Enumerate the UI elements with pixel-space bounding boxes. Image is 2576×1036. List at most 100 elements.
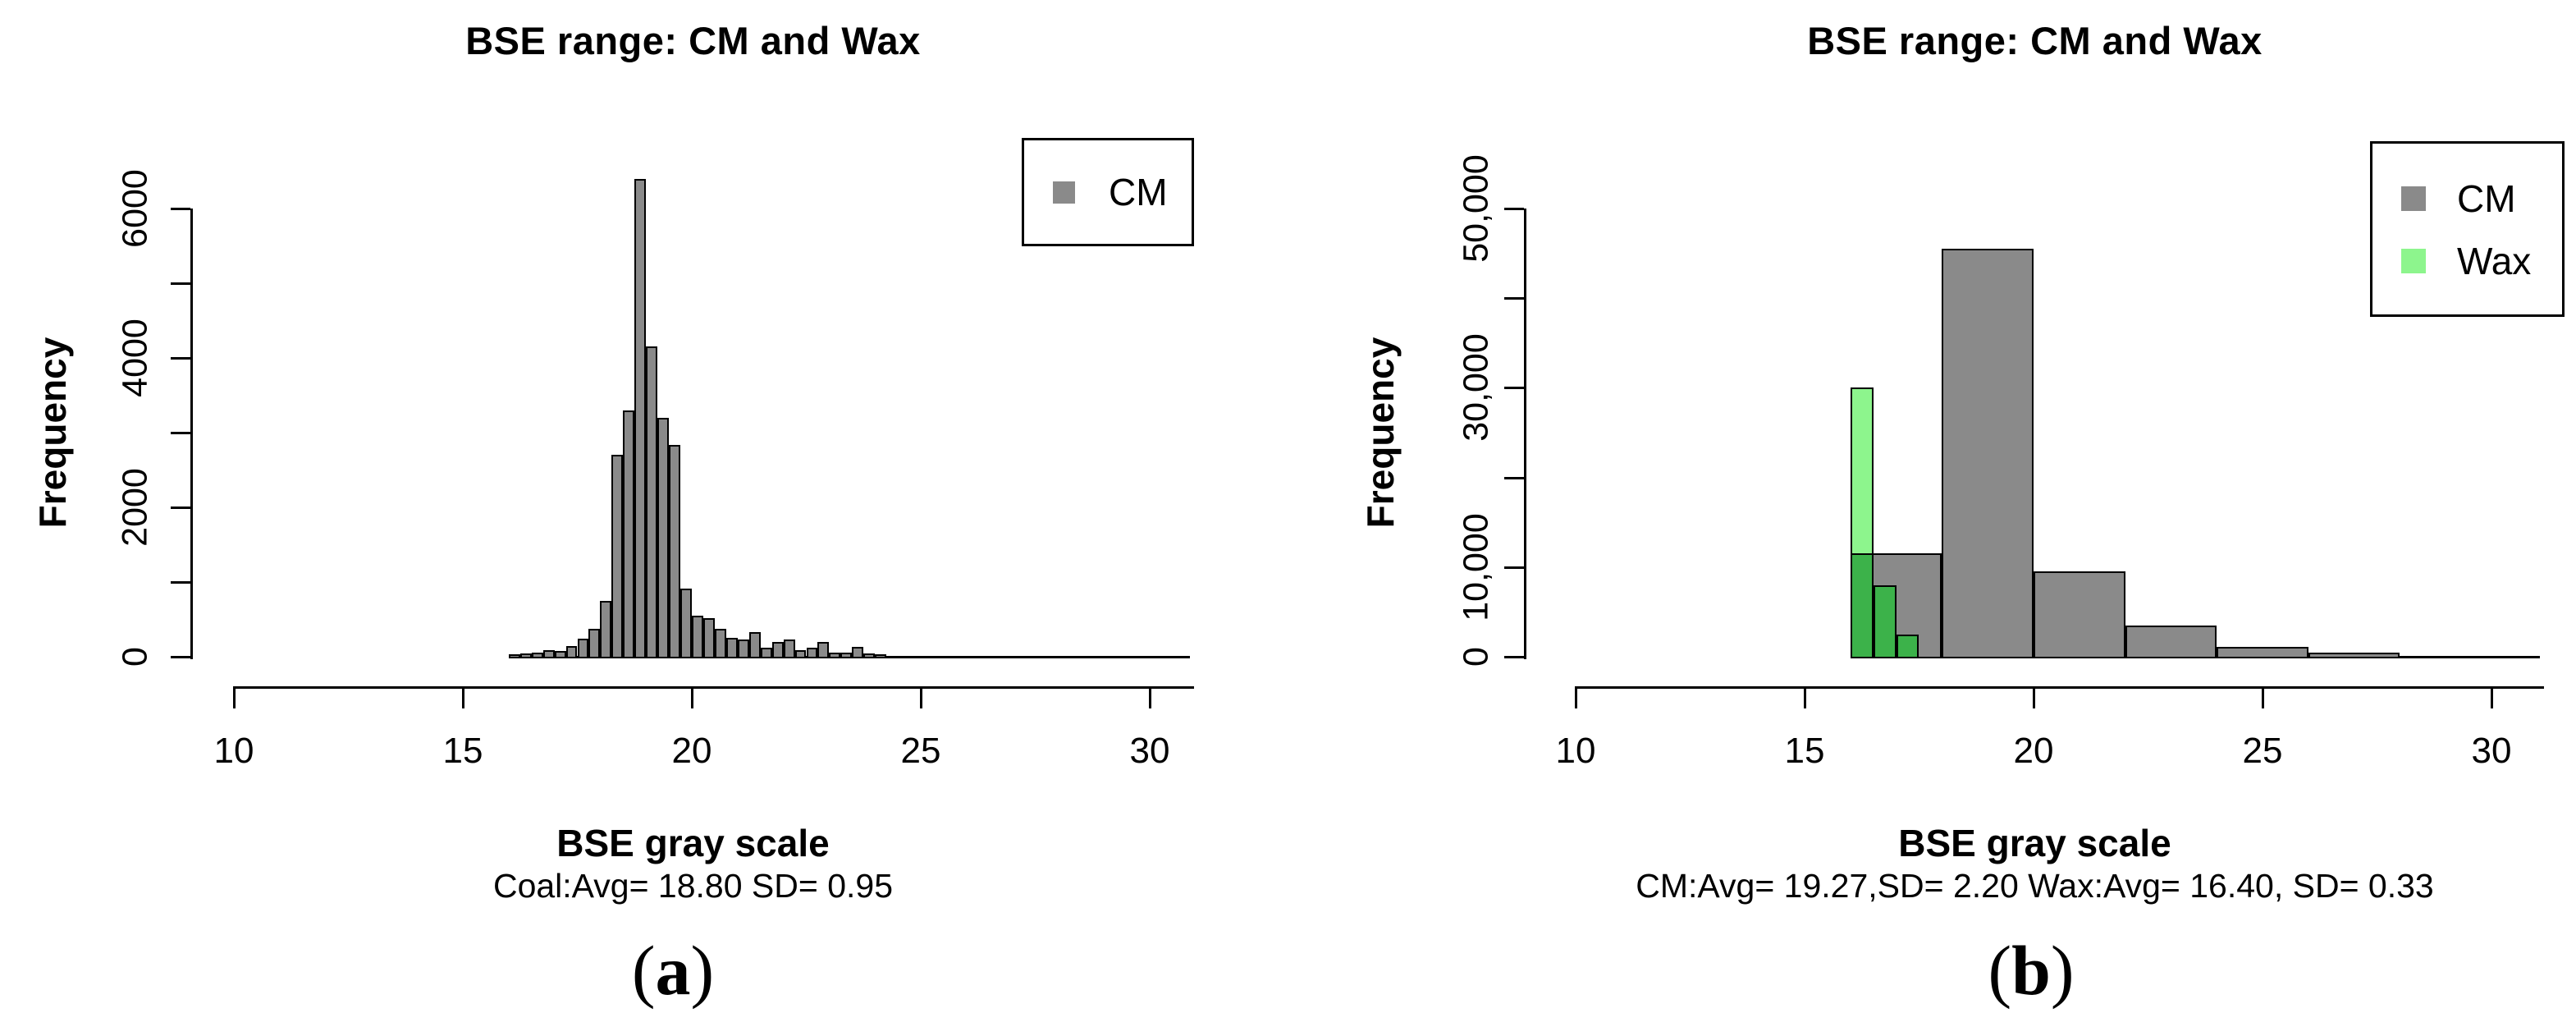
x-tick-label: 15 (1784, 731, 1825, 771)
x-tick (462, 686, 464, 708)
y-tick (1504, 387, 1524, 390)
y-axis-line (1524, 209, 1526, 659)
histogram-bar-cm (714, 629, 726, 658)
x-axis-sublabel: Coal:Avg= 18.80 SD= 0.95 (492, 867, 894, 905)
histogram-bar-cm (669, 445, 681, 658)
x-axis-sublabel: CM:Avg= 19.27,SD= 2.20 Wax:Avg= 16.40, S… (1636, 867, 2434, 905)
y-axis-line (190, 209, 193, 659)
x-axis-label: BSE gray scale (556, 822, 830, 864)
x-tick-label: 20 (2013, 731, 2054, 771)
x-tick (920, 686, 922, 708)
y-tick (171, 357, 190, 360)
x-tick-label: 25 (2242, 731, 2283, 771)
histogram-bar-cm (863, 653, 876, 658)
histogram-bar-cm (554, 650, 566, 658)
y-tick (1504, 208, 1524, 210)
histogram-bar-cm (875, 654, 887, 658)
histogram-bar-cm (2217, 646, 2308, 658)
x-axis-line (1576, 686, 2544, 689)
y-tick-label: 4000 (115, 319, 155, 397)
x-tick (233, 686, 236, 708)
x-tick-label: 10 (1555, 731, 1596, 771)
histogram-bar-wax-overlap (1873, 584, 1897, 658)
y-tick (171, 282, 190, 285)
chart-title: BSE range: CM and Wax (1807, 19, 2263, 62)
y-tick-label: 30,000 (1456, 333, 1496, 442)
x-axis-line (234, 686, 1194, 689)
legend-label: Wax (2457, 240, 2532, 282)
y-tick (171, 208, 190, 210)
histogram-bar-cm (725, 638, 738, 658)
histogram-bar-cm (519, 653, 532, 658)
x-tick (1804, 686, 1806, 708)
histogram-bar-cm (565, 646, 578, 658)
legend-swatch-wax (2401, 249, 2426, 273)
histogram-bar-cm (2308, 652, 2400, 658)
legend-swatch-cm (1053, 181, 1075, 204)
panel-b: BSE range: CM and Wax Frequency BSE gray… (1288, 0, 2576, 1036)
x-tick (2262, 686, 2264, 708)
x-tick-label: 20 (671, 731, 712, 771)
histogram-bar-cm (680, 589, 692, 658)
y-tick (1504, 656, 1524, 658)
y-tick (1504, 476, 1524, 479)
y-axis-label: Frequency (1359, 337, 1402, 529)
histogram-bar-cm (783, 639, 795, 658)
legend-box (1022, 138, 1194, 246)
y-tick-label: 10,000 (1456, 513, 1496, 621)
histogram-bar-cm (646, 346, 658, 658)
y-tick (171, 507, 190, 509)
histogram-bar-cm (852, 647, 864, 658)
histogram-bar-cm (2125, 625, 2217, 658)
x-tick-label: 30 (1129, 731, 1170, 771)
histogram-bar-cm (794, 649, 807, 658)
histogram-bar-wax-overlap (1850, 553, 1874, 658)
histogram-bar-wax-overlap (1896, 634, 1919, 658)
histogram-bar-cm (600, 600, 612, 658)
histogram-bar-cm (2034, 571, 2125, 658)
histogram-bar-cm (771, 641, 784, 658)
histogram-bar-cm (806, 648, 818, 658)
histogram-bar-cm (760, 648, 772, 658)
legend-label: CM (1109, 171, 1168, 213)
legend-swatch-cm (2401, 186, 2426, 211)
x-tick (2033, 686, 2035, 708)
histogram-bar-cm (531, 652, 543, 658)
histogram-bar-cm (1942, 249, 2034, 658)
x-tick (1575, 686, 1577, 708)
y-axis-label: Frequency (31, 337, 74, 529)
panel-caption: (a) (631, 931, 715, 1010)
histogram-bar-cm (737, 639, 749, 658)
y-tick (1504, 566, 1524, 569)
legend-box (2370, 141, 2565, 317)
histogram-bar-cm (577, 639, 589, 658)
y-tick (171, 656, 190, 658)
x-tick (691, 686, 693, 708)
y-tick-label: 0 (1456, 647, 1496, 667)
x-tick (1149, 686, 1151, 708)
histogram-bar-cm (840, 653, 853, 658)
x-tick-label: 30 (2471, 731, 2512, 771)
histogram-bar-cm (634, 178, 647, 658)
y-tick-label: 2000 (115, 468, 155, 547)
histogram-bar-cm (542, 649, 555, 658)
panel-a: BSE range: CM and Wax Frequency BSE gray… (31, 19, 1194, 1010)
histogram-bar-cm (508, 654, 520, 658)
y-tick-label: 50,000 (1456, 154, 1496, 263)
histogram-bar-cm (748, 631, 761, 658)
histogram-bar-cm (692, 615, 703, 658)
x-tick-label: 15 (442, 731, 483, 771)
chart-title: BSE range: CM and Wax (465, 19, 921, 62)
histogram-bar-cm (817, 641, 830, 658)
y-tick (171, 581, 190, 584)
histogram-bar-cm (702, 617, 715, 658)
x-tick-label: 10 (213, 731, 254, 771)
histogram-bar-cm (623, 410, 635, 658)
histogram-bar-cm (829, 652, 841, 658)
x-tick-label: 25 (900, 731, 941, 771)
y-tick (1504, 297, 1524, 300)
histogram-bar-cm (588, 628, 601, 658)
y-tick-label: 0 (115, 647, 155, 667)
histogram-bar-cm (657, 417, 670, 658)
y-tick-label: 6000 (115, 169, 155, 248)
